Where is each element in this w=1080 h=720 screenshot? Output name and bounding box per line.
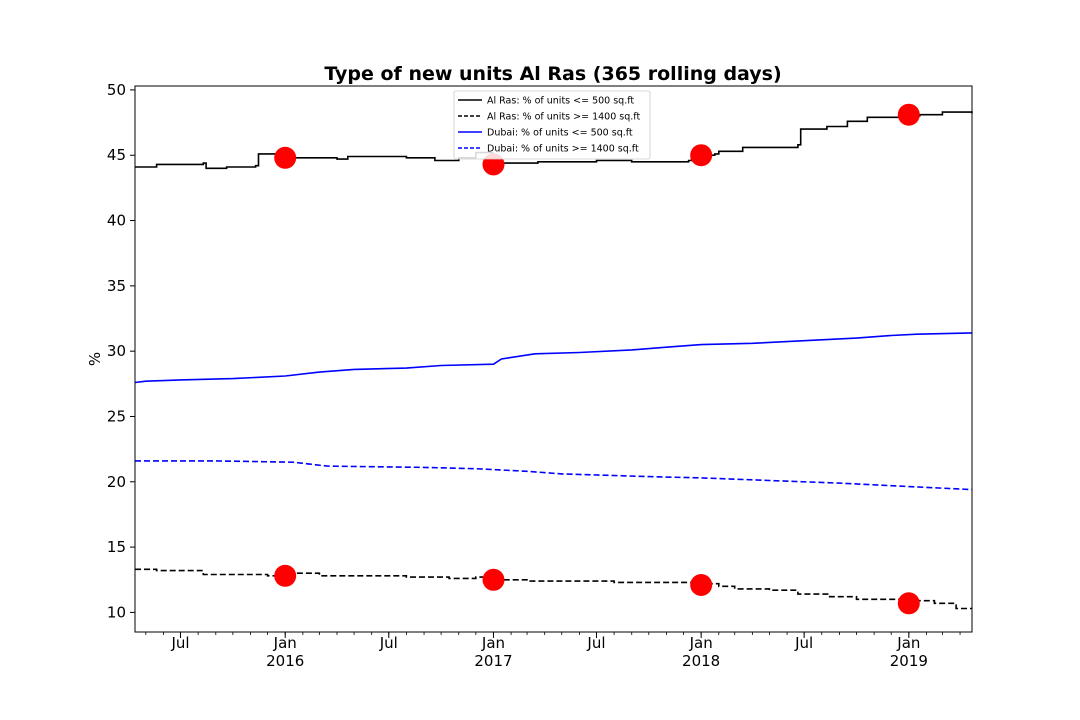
x-tick-year-label: 2016 bbox=[266, 652, 304, 670]
y-tick-label: 20 bbox=[107, 473, 126, 491]
x-tick-label: Jan bbox=[481, 634, 505, 652]
x-tick-year-label: 2019 bbox=[890, 652, 928, 670]
legend: Al Ras: % of units <= 500 sq.ft Al Ras: %… bbox=[453, 90, 651, 160]
series-line-4 bbox=[135, 460, 973, 491]
red-marker-8 bbox=[897, 592, 920, 615]
x-tick-year-label: 2017 bbox=[474, 652, 512, 670]
x-tick-label: Jan bbox=[273, 634, 297, 652]
plot-frame bbox=[134, 85, 973, 633]
y-tick-label: 45 bbox=[107, 146, 126, 164]
marker-layer bbox=[274, 103, 920, 615]
x-tick-label: Jul bbox=[794, 634, 813, 652]
red-marker-1 bbox=[274, 146, 297, 169]
red-marker-4 bbox=[897, 103, 920, 126]
red-marker-3 bbox=[690, 144, 713, 167]
x-tick-label: Jan bbox=[689, 634, 713, 652]
y-axis-label: % bbox=[86, 352, 104, 366]
x-tick-label: Jul bbox=[586, 634, 605, 652]
chart-title: Type of new units Al Ras (365 rolling da… bbox=[324, 63, 781, 85]
legend-label: Dubai: % of units >= 1400 sq.ft bbox=[487, 144, 639, 155]
red-marker-7 bbox=[690, 574, 713, 596]
x-tick-year-label: 2018 bbox=[682, 652, 720, 670]
y-tick-label: 10 bbox=[107, 603, 126, 621]
y-tick-label: 35 bbox=[107, 277, 126, 295]
series-line-2 bbox=[135, 568, 972, 610]
y-tick-label: 15 bbox=[107, 538, 126, 556]
y-tick-label: 40 bbox=[107, 212, 126, 230]
y-tick-label: 25 bbox=[107, 407, 126, 425]
x-tick-label: Jul bbox=[379, 634, 398, 652]
x-tick-label: Jul bbox=[170, 634, 189, 652]
legend-box bbox=[453, 90, 651, 160]
series-line-3 bbox=[134, 332, 973, 384]
series-layer bbox=[134, 111, 973, 610]
y-tick-label: 30 bbox=[107, 342, 126, 360]
series-line-1 bbox=[135, 111, 973, 170]
red-marker-6 bbox=[482, 568, 505, 591]
red-marker-5 bbox=[274, 564, 297, 587]
x-tick-label: Jan bbox=[896, 634, 920, 652]
legend-label: Al Ras: % of units <= 500 sq.ft bbox=[487, 96, 634, 107]
legend-label: Al Ras: % of units >= 1400 sq.ft bbox=[487, 112, 640, 123]
legend-label: Dubai: % of units <= 500 sq.ft bbox=[487, 128, 633, 139]
y-tick-label: 50 bbox=[107, 81, 126, 99]
